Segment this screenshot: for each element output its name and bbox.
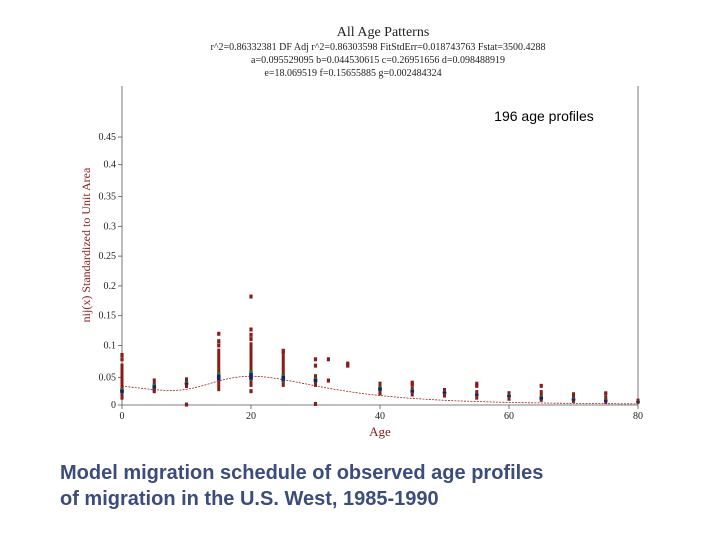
outlier-point bbox=[120, 353, 124, 358]
outlier-point bbox=[410, 382, 414, 387]
y-tick-label: 0.45 bbox=[99, 132, 117, 143]
outlier-point bbox=[346, 363, 350, 368]
age-median-bar bbox=[184, 382, 189, 385]
outlier-point bbox=[346, 361, 350, 366]
age-median-bar bbox=[152, 385, 157, 389]
outlier-point bbox=[313, 401, 318, 406]
outlier-point bbox=[249, 332, 253, 337]
axis-ticks: 0 0.05 0.1 0.15 0.2 0.25 0.3 0.35 0.4 0.45 0 20 40 60… bbox=[99, 132, 644, 422]
age-median-bar bbox=[313, 378, 318, 383]
age-range-bar bbox=[120, 363, 124, 400]
outlier-point bbox=[249, 337, 253, 342]
chart-stats-line-2: a=0.095529095 b=0.044530615 c=0.26951656… bbox=[251, 55, 505, 66]
y-tick-label: 0.05 bbox=[99, 372, 117, 383]
data-marks bbox=[120, 294, 640, 407]
age-median-bar bbox=[507, 395, 511, 398]
x-tick-label: 60 bbox=[504, 411, 514, 422]
outlier-point bbox=[217, 339, 221, 344]
outlier-point bbox=[249, 294, 253, 299]
x-tick-label: 0 bbox=[120, 411, 125, 422]
y-tick-label: 0.1 bbox=[104, 340, 117, 351]
x-tick-label: 80 bbox=[633, 411, 643, 422]
outlier-point bbox=[217, 343, 221, 348]
y-tick-label: 0.3 bbox=[104, 221, 117, 232]
outlier-point bbox=[475, 383, 479, 388]
x-axis-label: Age bbox=[369, 424, 391, 439]
y-tick-label: 0.4 bbox=[104, 160, 117, 171]
outlier-point bbox=[249, 327, 253, 332]
age-median-bar bbox=[442, 391, 447, 394]
caption-line-2: of migration in the U.S. West, 1985-1990 bbox=[60, 488, 439, 510]
age-median-bar bbox=[636, 401, 640, 403]
chart: All Age Patterns r^2=0.86332381 DF Adj r… bbox=[79, 25, 644, 439]
caption-line-1: Model migration schedule of observed age… bbox=[60, 462, 544, 484]
y-tick-label: 0 bbox=[111, 400, 116, 411]
age-median-bar bbox=[216, 374, 221, 380]
age-median-bar bbox=[603, 399, 608, 402]
figure-caption: Model migration schedule of observed age… bbox=[60, 460, 700, 512]
chart-stats-line-1: r^2=0.86332381 DF Adj r^2=0.86303598 Fit… bbox=[210, 42, 545, 53]
outlier-point bbox=[217, 331, 221, 336]
age-range-bar bbox=[572, 392, 575, 403]
outlier-point bbox=[184, 402, 189, 407]
y-tick-label: 0.25 bbox=[99, 251, 117, 262]
age-median-bar bbox=[249, 373, 253, 380]
age-range-bar bbox=[217, 348, 221, 392]
chart-title: All Age Patterns bbox=[337, 25, 430, 40]
age-median-bar bbox=[474, 393, 479, 396]
age-range-bar bbox=[249, 342, 253, 387]
fitted-migration-curve bbox=[121, 375, 638, 405]
y-tick-label: 0.15 bbox=[99, 311, 117, 322]
outlier-point bbox=[539, 383, 543, 388]
outlier-point bbox=[313, 363, 318, 368]
profiles-annotation: 196 age profiles bbox=[494, 108, 594, 124]
outlier-point bbox=[410, 380, 414, 385]
age-median-bar bbox=[120, 389, 124, 393]
age-median-bar bbox=[378, 387, 382, 391]
age-median-bar bbox=[539, 396, 544, 400]
outlier-point bbox=[249, 389, 253, 394]
outlier-point bbox=[281, 348, 285, 353]
y-tick-label: 0.2 bbox=[104, 281, 117, 292]
age-median-bar bbox=[281, 375, 286, 381]
outlier-point bbox=[120, 357, 124, 362]
outlier-point bbox=[604, 391, 608, 396]
outlier-point bbox=[326, 378, 330, 383]
y-axis-label: nij(x) Standardized to Unit Area bbox=[79, 167, 93, 322]
outlier-point bbox=[475, 381, 479, 386]
outlier-point bbox=[326, 357, 330, 362]
plot-frame bbox=[121, 86, 639, 406]
chart-stats-line-3: e=18.069519 f=0.15655885 g=0.002484324 bbox=[264, 68, 441, 79]
age-range-bar bbox=[281, 355, 285, 387]
x-tick-label: 40 bbox=[375, 411, 385, 422]
outlier-point bbox=[313, 357, 318, 362]
outlier-point bbox=[281, 350, 285, 355]
x-tick-label: 20 bbox=[246, 411, 256, 422]
outlier-point bbox=[152, 389, 156, 394]
age-median-bar bbox=[410, 389, 415, 393]
y-tick-label: 0.35 bbox=[99, 192, 117, 203]
age-median-bar bbox=[571, 398, 576, 401]
